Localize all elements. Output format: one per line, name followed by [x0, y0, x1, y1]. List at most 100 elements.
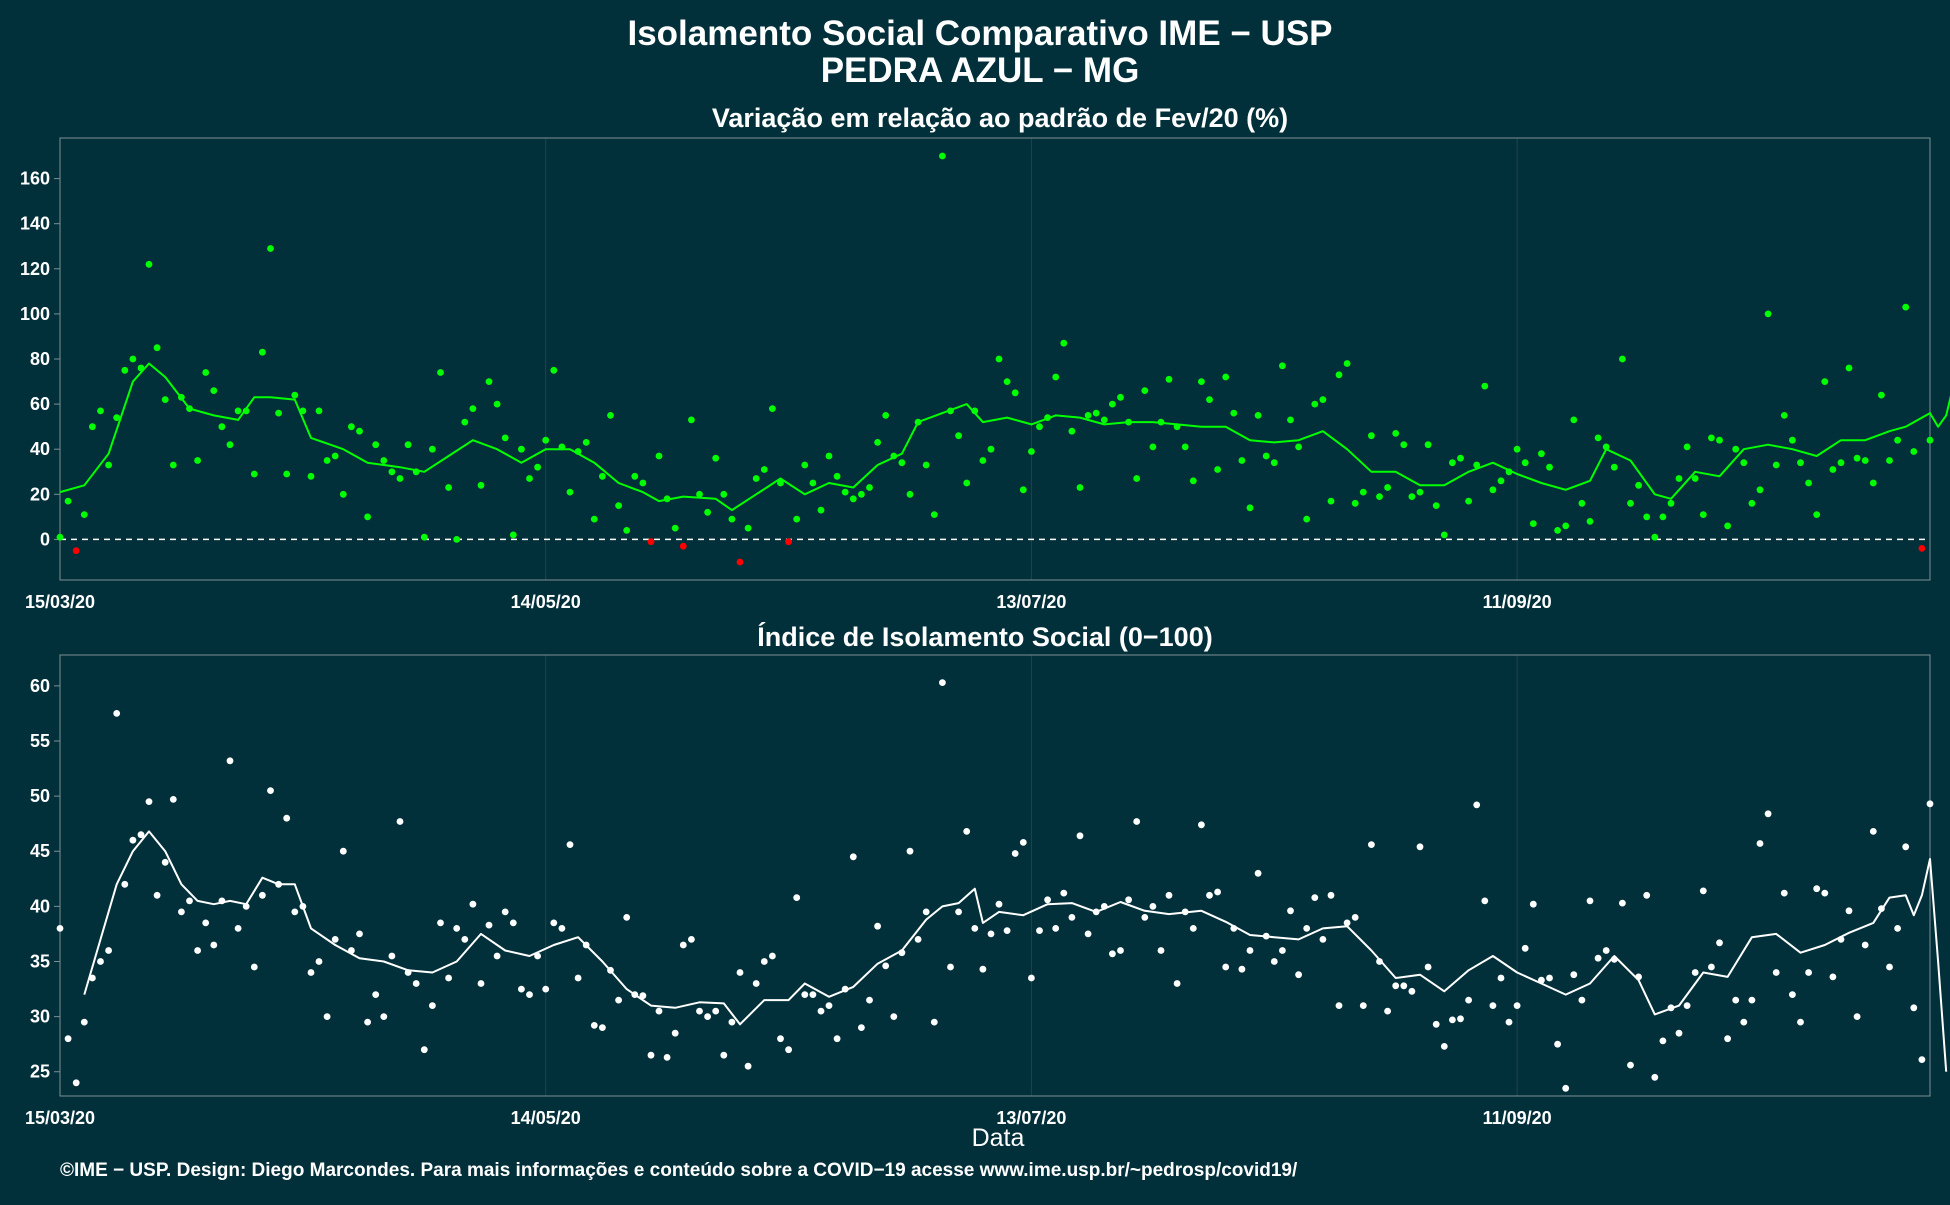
data-point [987, 930, 995, 938]
data-point [1335, 1002, 1343, 1009]
data-point [1457, 454, 1464, 462]
data-point [1068, 427, 1076, 435]
data-point [1060, 889, 1068, 897]
data-point [1691, 475, 1699, 482]
data-point [267, 787, 274, 794]
data-point [1262, 932, 1270, 940]
data-point [558, 925, 566, 932]
data-point [1619, 899, 1626, 907]
data-point [590, 1022, 598, 1029]
data-point [655, 452, 663, 460]
data-point [1878, 391, 1885, 399]
data-point [137, 831, 145, 839]
data-point [1578, 499, 1586, 507]
data-point [485, 378, 493, 385]
data-point [1343, 360, 1351, 367]
data-point [89, 423, 96, 431]
data-point [1109, 400, 1116, 408]
data-point [1651, 533, 1659, 541]
data-point [1003, 378, 1011, 385]
data-point [1659, 513, 1667, 521]
data-point [145, 260, 153, 268]
data-point [1011, 389, 1019, 397]
data-point [1740, 459, 1748, 467]
data-point [145, 798, 153, 805]
data-point [550, 919, 558, 927]
data-point [210, 387, 218, 394]
data-point [1878, 905, 1885, 912]
data-point [1279, 362, 1286, 370]
data-point [283, 814, 291, 822]
data-point [80, 511, 88, 518]
data-point [696, 1007, 703, 1015]
data-point [696, 490, 703, 498]
data-point [56, 533, 64, 541]
data-point [882, 962, 890, 970]
data-point [1619, 355, 1626, 363]
data-point [1279, 947, 1286, 954]
data-point [849, 853, 857, 861]
data-point [769, 405, 776, 412]
data-point [1351, 499, 1359, 507]
data-point [1028, 974, 1035, 982]
data-point [858, 1024, 865, 1031]
data-point [1716, 436, 1723, 444]
data-point [1570, 971, 1578, 979]
data-point [979, 965, 987, 973]
data-point [1449, 1016, 1456, 1024]
data-point [445, 974, 452, 982]
data-point [105, 947, 112, 954]
data-point [501, 434, 509, 442]
data-point [582, 439, 590, 446]
data-point [169, 461, 177, 469]
data-point [566, 488, 574, 496]
data-point [833, 472, 841, 480]
data-point [1610, 955, 1618, 963]
data-point [218, 423, 226, 431]
data-point [372, 441, 380, 449]
data-point [1335, 371, 1343, 379]
data-point [210, 941, 218, 949]
data-point [955, 908, 962, 916]
data-point [1125, 896, 1132, 904]
data-point [194, 947, 202, 954]
data-point [97, 958, 104, 965]
data-point [736, 969, 744, 976]
data-point [178, 393, 185, 401]
data-point-negative [647, 538, 655, 546]
data-point [493, 952, 501, 960]
data-point [226, 757, 234, 765]
data-point [599, 472, 606, 480]
data-point [1117, 947, 1124, 954]
data-point [607, 966, 614, 974]
data-point [1780, 412, 1788, 419]
data-point [1384, 1007, 1391, 1015]
data-point [161, 858, 169, 866]
y-tick-label: 80 [30, 349, 50, 369]
data-point [518, 445, 525, 453]
data-point [1424, 963, 1432, 971]
data-point [1028, 448, 1035, 455]
data-point [518, 985, 525, 993]
data-point [1853, 1013, 1861, 1020]
data-point [1910, 1004, 1918, 1012]
data-point [420, 533, 428, 541]
data-point [1586, 518, 1594, 525]
data-point [509, 531, 517, 539]
data-point [97, 407, 104, 415]
data-point [947, 963, 954, 971]
data-point [1473, 461, 1481, 469]
data-point [445, 484, 452, 491]
data-point [534, 463, 541, 471]
y-tick-label: 35 [30, 951, 50, 971]
data-point [202, 919, 210, 927]
data-point [323, 1013, 331, 1020]
data-point [1376, 493, 1383, 500]
data-point [1627, 499, 1634, 507]
data-point [1797, 1018, 1804, 1026]
data-point [469, 405, 477, 412]
data-point [1748, 996, 1756, 1004]
data-point [1222, 373, 1230, 381]
data-point [1165, 375, 1173, 383]
data-point [121, 880, 129, 888]
